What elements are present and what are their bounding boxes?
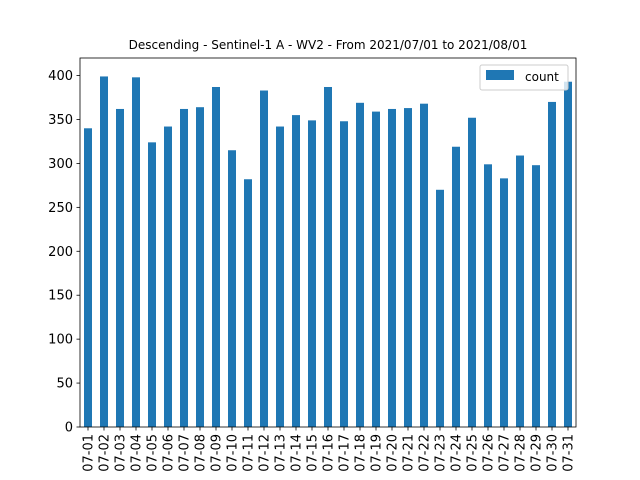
x-tick-label-07-20: 07-20 [386,434,401,472]
y-tick-label: 200 [48,245,73,260]
x-tick-label-07-06: 07-06 [162,434,177,472]
x-tick-label-07-12: 07-12 [258,434,273,472]
x-tick-label-07-25: 07-25 [466,434,481,472]
x-tick-label-07-31: 07-31 [562,434,577,472]
bar-07-06 [164,126,172,428]
y-tick-label: 400 [48,69,73,84]
x-tick-label-07-07: 07-07 [178,434,193,472]
bar-07-15 [308,120,316,427]
y-tick-label: 150 [48,289,73,304]
bar-07-30 [548,101,556,427]
bar-07-07 [180,108,188,427]
y-tick-label: 250 [48,201,73,216]
x-tick-label-07-02: 07-02 [98,434,113,472]
bar-07-29 [532,165,540,427]
bar-07-24 [452,146,460,427]
bar-07-31 [564,81,572,427]
x-tick-label-07-09: 07-09 [210,434,225,472]
x-tick-label-07-13: 07-13 [274,434,289,472]
bar-07-28 [516,155,524,427]
bar-07-05 [148,142,156,428]
bar-07-03 [116,108,124,427]
bar-07-02 [100,76,108,427]
legend-swatch [486,70,514,80]
x-tick-label-07-19: 07-19 [370,434,385,472]
bar-07-01 [84,128,92,428]
x-tick-label-07-27: 07-27 [498,434,513,472]
bar-07-20 [388,108,396,427]
bar-07-17 [340,121,348,427]
legend: count [479,64,569,91]
x-tick-label-07-16: 07-16 [322,434,337,472]
x-tick-label-07-08: 07-08 [194,434,209,472]
x-tick-label-07-29: 07-29 [530,434,545,472]
x-tick-label-07-03: 07-03 [114,434,129,472]
x-tick-label-07-15: 07-15 [306,434,321,472]
bar-07-10 [228,150,236,427]
y-tick-label: 0 [65,421,73,436]
x-tick-label-07-26: 07-26 [482,434,497,472]
x-tick-label-07-04: 07-04 [130,434,145,472]
bar-07-22 [420,103,428,427]
bar-07-26 [484,164,492,428]
bar-07-14 [292,115,300,427]
x-tick-label-07-24: 07-24 [450,434,465,472]
bar-07-13 [276,126,284,428]
bar-07-23 [436,189,444,427]
x-tick-label-07-30: 07-30 [546,434,561,472]
bar-07-12 [260,90,268,427]
x-tick-label-07-23: 07-23 [434,434,449,472]
x-tick-label-07-28: 07-28 [514,434,529,472]
x-tick-label-07-05: 07-05 [146,434,161,472]
x-tick-label-07-17: 07-17 [338,434,353,472]
bar-07-18 [356,102,364,428]
chart-title: Descending - Sentinel-1 A - WV2 - From 2… [129,38,528,52]
bar-07-11 [244,179,252,427]
bar-07-21 [404,108,412,427]
x-tick-label-07-01: 07-01 [82,434,97,472]
x-tick-label-07-21: 07-21 [402,434,417,472]
x-tick-label-07-10: 07-10 [226,434,241,472]
y-tick-label: 300 [48,157,73,172]
bar-07-16 [324,86,332,427]
bar-07-04 [132,77,140,427]
bar-07-08 [196,107,204,427]
bar-07-19 [372,111,380,427]
y-tick-label: 100 [48,333,73,348]
bar-07-25 [468,117,476,427]
x-tick-label-07-11: 07-11 [242,434,257,472]
x-tick-label-07-22: 07-22 [418,434,433,472]
y-tick-label: 350 [48,113,73,128]
bar-07-27 [500,178,508,427]
legend-label: count [525,70,559,84]
y-tick-label: 50 [56,377,73,392]
bar-07-09 [212,86,220,427]
x-tick-label-07-18: 07-18 [354,434,369,472]
bars-layer [84,76,572,428]
x-tick-label-07-14: 07-14 [290,434,305,472]
